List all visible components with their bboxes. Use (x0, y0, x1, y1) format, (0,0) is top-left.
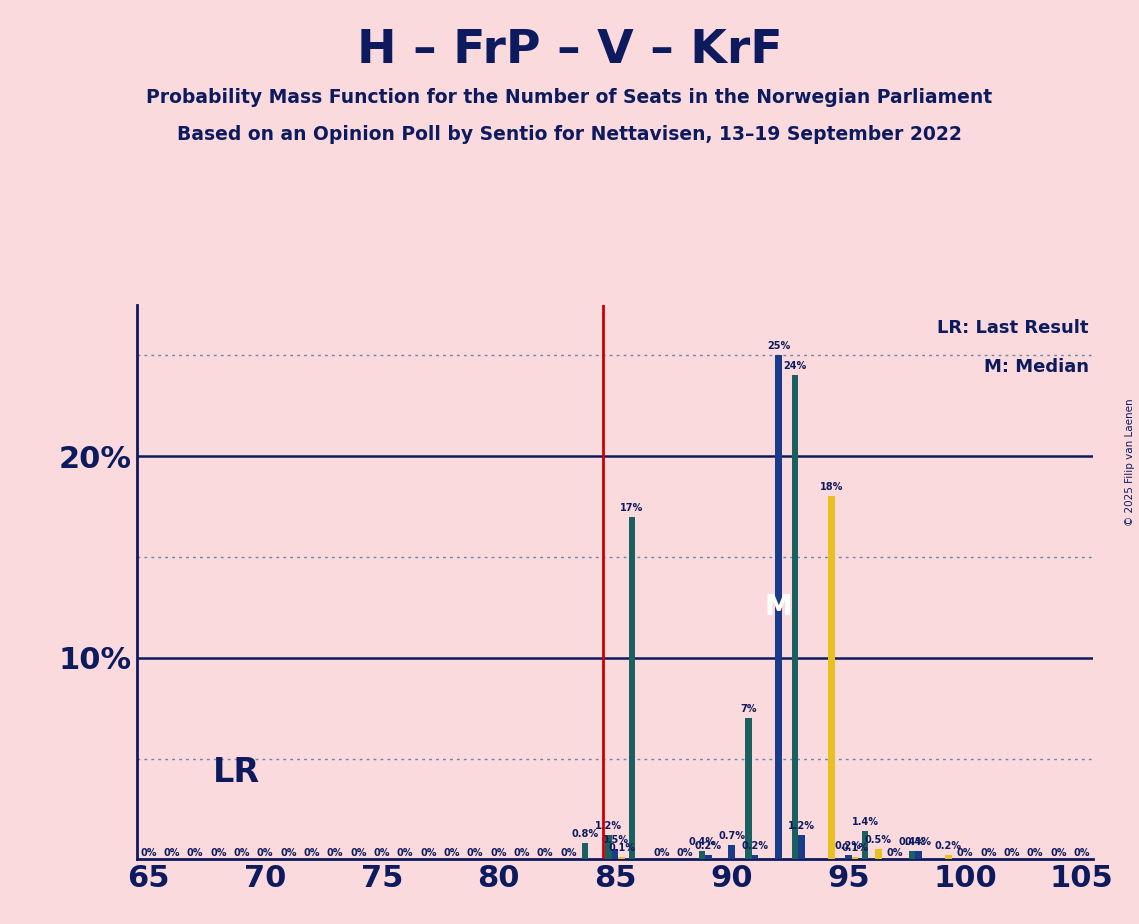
Text: 0.1%: 0.1% (842, 844, 868, 853)
Text: 0%: 0% (677, 847, 694, 857)
Text: H – FrP – V – KrF: H – FrP – V – KrF (357, 28, 782, 73)
Text: 1.4%: 1.4% (852, 817, 878, 827)
Text: 0.5%: 0.5% (865, 835, 892, 845)
Bar (845, 856, 852, 859)
Bar (698, 851, 705, 859)
Bar (629, 517, 636, 859)
Bar (915, 851, 921, 859)
Bar (618, 857, 625, 859)
Text: 0.4%: 0.4% (688, 837, 715, 847)
Text: 0%: 0% (887, 847, 903, 857)
Text: 0.2%: 0.2% (835, 841, 862, 851)
Text: 0%: 0% (443, 847, 460, 857)
Text: 0%: 0% (233, 847, 249, 857)
Bar (798, 835, 805, 859)
Text: 24%: 24% (784, 361, 806, 371)
Text: 0%: 0% (467, 847, 483, 857)
Bar (792, 375, 798, 859)
Text: 0%: 0% (1027, 847, 1043, 857)
Text: © 2025 Filip van Laenen: © 2025 Filip van Laenen (1125, 398, 1134, 526)
Text: 0%: 0% (420, 847, 436, 857)
Text: 0%: 0% (981, 847, 997, 857)
Text: 0.7%: 0.7% (719, 832, 745, 841)
Text: 1.2%: 1.2% (595, 821, 622, 831)
Text: 0%: 0% (350, 847, 367, 857)
Text: 0.4%: 0.4% (904, 837, 932, 847)
Bar (875, 849, 882, 859)
Text: 0%: 0% (327, 847, 343, 857)
Bar (852, 857, 858, 859)
Text: 0%: 0% (654, 847, 670, 857)
Text: 0.8%: 0.8% (572, 829, 599, 839)
Text: 0%: 0% (957, 847, 974, 857)
Text: Probability Mass Function for the Number of Seats in the Norwegian Parliament: Probability Mass Function for the Number… (147, 88, 992, 107)
Bar (605, 835, 612, 859)
Bar (776, 356, 781, 859)
Text: 0.5%: 0.5% (601, 835, 629, 845)
Text: 0%: 0% (187, 847, 203, 857)
Text: 0%: 0% (210, 847, 227, 857)
Text: 0.1%: 0.1% (608, 844, 636, 853)
Text: 7%: 7% (740, 704, 756, 714)
Text: 0%: 0% (490, 847, 507, 857)
Text: M: M (764, 593, 793, 621)
Bar (862, 831, 868, 859)
Text: 0%: 0% (140, 847, 156, 857)
Text: 0.2%: 0.2% (695, 841, 722, 851)
Bar (705, 856, 712, 859)
Bar (945, 856, 951, 859)
Bar (909, 851, 915, 859)
Text: 0%: 0% (280, 847, 296, 857)
Text: M: Median: M: Median (984, 358, 1089, 375)
Text: 0%: 0% (1074, 847, 1090, 857)
Text: 0.2%: 0.2% (741, 841, 769, 851)
Text: 0%: 0% (163, 847, 180, 857)
Text: 1.2%: 1.2% (788, 821, 816, 831)
Text: LR: Last Result: LR: Last Result (937, 319, 1089, 336)
Text: 0%: 0% (536, 847, 554, 857)
Text: 0.2%: 0.2% (935, 841, 961, 851)
Bar (745, 718, 752, 859)
Bar (729, 845, 735, 859)
Bar (752, 856, 759, 859)
Text: 0%: 0% (560, 847, 576, 857)
Text: 0%: 0% (256, 847, 273, 857)
Text: 0%: 0% (396, 847, 413, 857)
Text: 25%: 25% (767, 341, 790, 351)
Bar (828, 496, 835, 859)
Bar (612, 849, 618, 859)
Text: 17%: 17% (621, 503, 644, 513)
Text: Based on an Opinion Poll by Sentio for Nettavisen, 13–19 September 2022: Based on an Opinion Poll by Sentio for N… (177, 125, 962, 144)
Text: 0%: 0% (374, 847, 390, 857)
Text: 0%: 0% (303, 847, 320, 857)
Text: 0.4%: 0.4% (899, 837, 925, 847)
Text: 0%: 0% (514, 847, 530, 857)
Text: 18%: 18% (820, 482, 843, 492)
Text: 0%: 0% (1050, 847, 1067, 857)
Text: 0%: 0% (1003, 847, 1021, 857)
Bar (582, 844, 589, 859)
Text: LR: LR (213, 756, 261, 789)
